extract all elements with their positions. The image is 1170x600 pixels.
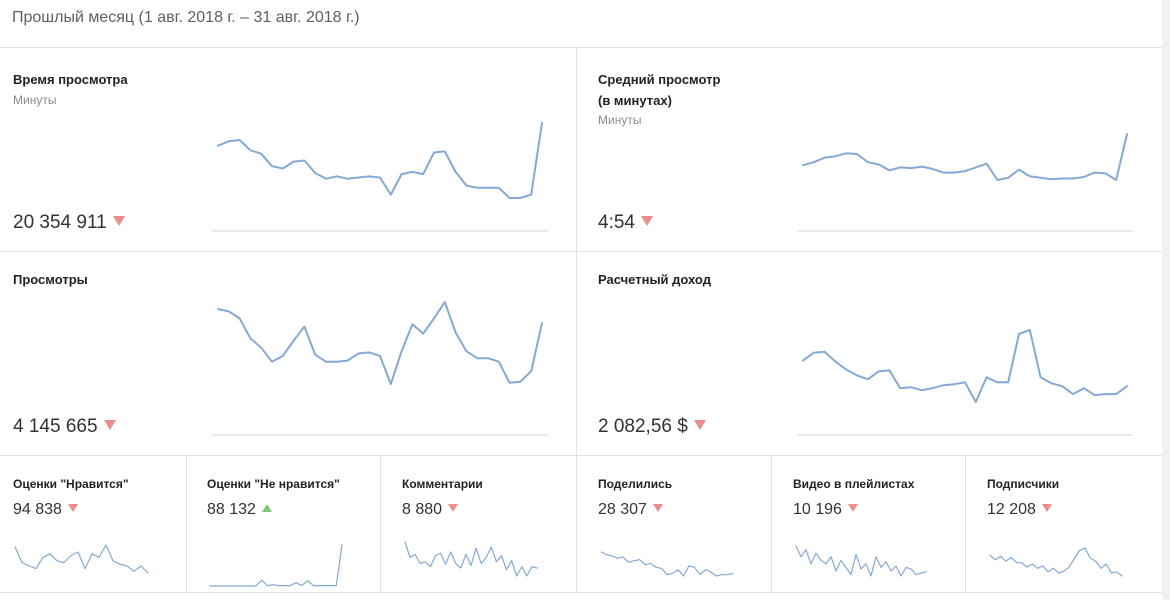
watch-time-value: 20 354 911 <box>13 212 107 233</box>
revenue-sparkline <box>797 329 1133 436</box>
sparkline-series <box>404 541 538 577</box>
avg-view-title: Средний просмотр (в минутах) <box>598 69 768 111</box>
shares-card[interactable]: Поделились 28 307 <box>577 456 772 593</box>
subscribers-value: 12 208 <box>987 501 1036 518</box>
sparkline-series <box>802 329 1128 403</box>
playlists-title: Видео в плейлистах <box>793 477 915 491</box>
trend-down-icon <box>67 504 78 512</box>
trend-down-icon <box>448 504 459 512</box>
sparkline-series <box>802 133 1128 181</box>
subscribers-card[interactable]: Подписчики 12 208 <box>966 456 1162 593</box>
avg-view-card[interactable]: Средний просмотр (в минутах) Минуты 4:54 <box>577 48 1162 252</box>
playlists-sparkline <box>795 545 927 577</box>
views-card[interactable]: Просмотры 4 145 665 <box>0 252 577 456</box>
watch-time-card[interactable]: Время просмотра Минуты 20 354 911 <box>0 48 577 252</box>
dislikes-title: Оценки "Не нравится" <box>207 477 340 491</box>
sparkline-series <box>600 551 734 577</box>
revenue-value-row: 2 082,56 $ <box>598 416 706 438</box>
sparkline-series <box>217 301 543 385</box>
subscribers-title: Подписчики <box>987 477 1060 491</box>
dislikes-card[interactable]: Оценки "Не нравится" 88 132 <box>187 456 381 593</box>
trend-down-icon <box>1041 504 1052 512</box>
avg-view-value: 4:54 <box>598 212 635 233</box>
trend-down-icon <box>693 420 706 430</box>
avg-view-sparkline <box>797 133 1133 232</box>
revenue-value: 2 082,56 $ <box>598 416 688 437</box>
views-value: 4 145 665 <box>13 416 98 437</box>
avg-view-title-text: Средний просмотр (в минутах) <box>598 72 721 108</box>
likes-card[interactable]: Оценки "Нравится" 94 838 <box>0 456 187 593</box>
playlists-card[interactable]: Видео в плейлистах 10 196 <box>772 456 966 593</box>
shares-value: 28 307 <box>598 501 647 518</box>
likes-sparkline <box>14 544 149 574</box>
trend-down-icon <box>112 216 125 226</box>
comments-value: 8 880 <box>402 501 443 518</box>
revenue-card[interactable]: Расчетный доход 2 082,56 $ <box>577 252 1162 456</box>
avg-view-subtitle: Минуты <box>598 113 642 127</box>
comments-title: Комментарии <box>402 477 483 491</box>
shares-value-row: 28 307 <box>598 501 663 519</box>
trend-up-icon <box>261 504 272 512</box>
date-range-header: Прошлый месяц (1 авг. 2018 г. – 31 авг. … <box>0 0 1162 48</box>
comments-sparkline <box>404 541 538 577</box>
sparkline-series <box>209 544 343 587</box>
playlists-value-row: 10 196 <box>793 501 858 519</box>
trend-down-icon <box>103 420 116 430</box>
avg-view-value-row: 4:54 <box>598 212 653 234</box>
trend-down-icon <box>652 504 663 512</box>
comments-card[interactable]: Комментарии 8 880 <box>381 456 577 593</box>
playlists-value: 10 196 <box>793 501 842 518</box>
sparkline-series <box>989 547 1123 577</box>
watch-time-subtitle: Минуты <box>13 93 57 107</box>
sparkline-series <box>217 122 543 199</box>
sparkline-series <box>795 545 927 577</box>
revenue-title: Расчетный доход <box>598 272 711 287</box>
subscribers-sparkline <box>989 547 1123 577</box>
dislikes-value: 88 132 <box>207 501 256 518</box>
views-sparkline <box>212 301 548 436</box>
sparkline-series <box>14 544 149 574</box>
likes-value-row: 94 838 <box>13 501 78 519</box>
watch-time-value-row: 20 354 911 <box>13 212 125 234</box>
shares-title: Поделились <box>598 477 673 491</box>
trend-down-icon <box>847 504 858 512</box>
comments-value-row: 8 880 <box>402 501 459 519</box>
likes-title: Оценки "Нравится" <box>13 477 129 491</box>
date-range-label[interactable]: Прошлый месяц (1 авг. 2018 г. – 31 авг. … <box>12 9 360 26</box>
trend-down-icon <box>640 216 653 226</box>
watch-time-sparkline <box>212 122 548 232</box>
dislikes-sparkline <box>209 544 343 587</box>
watch-time-title: Время просмотра <box>13 72 128 87</box>
page-scrollbar[interactable] <box>1162 0 1170 600</box>
subscribers-value-row: 12 208 <box>987 501 1052 519</box>
likes-value: 94 838 <box>13 501 62 518</box>
views-title: Просмотры <box>13 272 88 287</box>
dislikes-value-row: 88 132 <box>207 501 272 519</box>
shares-sparkline <box>600 551 734 577</box>
views-value-row: 4 145 665 <box>13 416 116 438</box>
